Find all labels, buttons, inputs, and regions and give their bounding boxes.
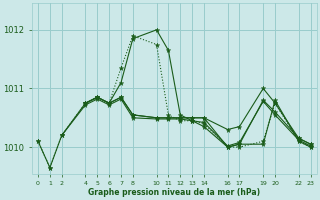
X-axis label: Graphe pression niveau de la mer (hPa): Graphe pression niveau de la mer (hPa) xyxy=(88,188,260,197)
